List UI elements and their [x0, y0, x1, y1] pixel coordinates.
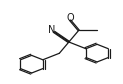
Text: N: N — [48, 25, 56, 35]
Text: O: O — [66, 13, 74, 23]
